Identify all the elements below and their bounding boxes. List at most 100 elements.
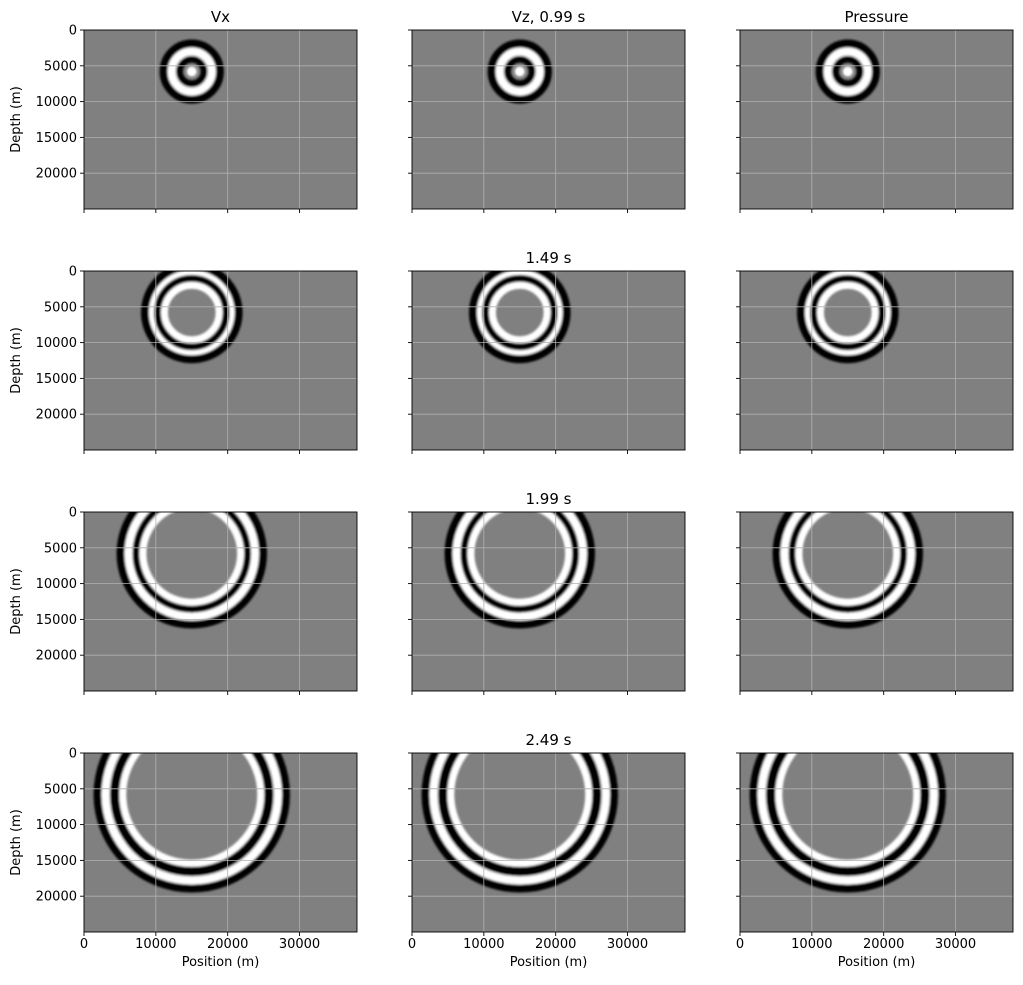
wavefront-light-band xyxy=(124,512,259,621)
panel-frame xyxy=(739,511,1014,692)
wavefront-light-band xyxy=(816,281,879,344)
panel-pressure-1.49 xyxy=(736,270,1014,454)
panel-vx-0.99: 0 5000 10000 15000 20000 Depth (m) Vx xyxy=(9,8,358,213)
x-tick-label: 30000 xyxy=(935,937,976,952)
y-tick-label: 5000 xyxy=(44,59,77,74)
wavefront-dark-band xyxy=(772,512,923,629)
y-axis-label: Depth (m) xyxy=(9,327,24,394)
panel-vz-1.99: 1.99 s xyxy=(408,490,686,695)
wavefront-light-band xyxy=(167,47,216,96)
wavefield xyxy=(487,39,552,104)
x-tick-label: 30000 xyxy=(607,937,648,952)
source-point xyxy=(842,66,853,77)
y-tick-label: 5000 xyxy=(44,300,77,315)
wavefront-dark-band xyxy=(788,512,908,613)
x-tick-label: 10000 xyxy=(135,937,176,952)
x-axis-label: Position (m) xyxy=(838,955,916,970)
y-axis-label: Depth (m) xyxy=(9,809,24,876)
wavefront-dark-band xyxy=(809,274,886,351)
panel-vx-1.49: 0 5000 10000 15000 20000 Depth (m) xyxy=(9,265,358,454)
wavefront-inner-band xyxy=(504,56,536,87)
panel-frame xyxy=(83,29,358,210)
x-axis-label: Position (m) xyxy=(182,955,260,970)
panel-frame xyxy=(739,29,1014,210)
wavefront-dark-band xyxy=(116,512,267,629)
wavefront-light-band xyxy=(476,271,563,356)
wavefront-dark-band xyxy=(487,39,552,104)
panel-frame xyxy=(83,270,358,451)
wavefield xyxy=(796,271,899,364)
wavefield xyxy=(140,271,243,364)
y-tick-label: 0 xyxy=(69,265,77,280)
wavefront-dark-band xyxy=(132,512,252,613)
x-axis-label: Position (m) xyxy=(510,955,588,970)
panel-title: Pressure xyxy=(844,8,908,26)
wavefront-light-band xyxy=(795,512,901,606)
wavefront-dark-band xyxy=(749,753,946,893)
wavefront-dark-band xyxy=(440,753,600,874)
panel-vz-1.49: 1.49 s xyxy=(408,249,686,454)
wavefront-dark-band xyxy=(140,271,243,364)
panel-pressure-1.99 xyxy=(736,511,1014,695)
y-tick-label: 5000 xyxy=(44,541,77,556)
wavefront-dark-band xyxy=(112,753,272,874)
wavefield xyxy=(421,753,618,893)
panel-frame xyxy=(411,270,686,451)
wavefront-light-band xyxy=(804,271,891,356)
wavefield xyxy=(468,271,571,364)
wavefield xyxy=(116,512,267,629)
wavefront-dark-band xyxy=(444,512,595,629)
y-tick-label: 15000 xyxy=(36,372,77,387)
x-tick-label: 0 xyxy=(736,937,744,952)
wavefront-light-band xyxy=(452,512,587,621)
source-point xyxy=(186,66,197,77)
panel-background xyxy=(740,30,1013,209)
wavefield xyxy=(815,39,880,104)
wavefront-light-band xyxy=(488,281,551,344)
x-tick-label: 10000 xyxy=(463,937,504,952)
x-tick-label: 10000 xyxy=(791,937,832,952)
wavefront-light-band xyxy=(780,512,915,621)
panel-pressure-2.49: 0 10000 20000 30000 Position (m) xyxy=(736,752,1014,970)
panel-frame xyxy=(83,752,358,933)
wavefront-dark-band xyxy=(815,39,880,104)
panel-title: Vz, 0.99 s xyxy=(512,8,586,26)
panel-vz-2.49: 0 10000 20000 30000 Position (m) 2.49 s xyxy=(408,731,686,970)
wavefront-light-band xyxy=(101,753,282,885)
x-tick-label: 20000 xyxy=(863,937,904,952)
wavefront-light-band xyxy=(467,512,573,606)
wavefront-dark-band xyxy=(93,753,290,893)
y-tick-label: 10000 xyxy=(36,577,77,592)
wavefront-dark-band xyxy=(481,274,558,351)
y-tick-label: 20000 xyxy=(36,890,77,905)
wavefront-dark-band xyxy=(153,274,230,351)
wavefield xyxy=(93,753,290,893)
source-point xyxy=(514,66,525,77)
panel-title: Vx xyxy=(211,8,230,26)
wavefront-dark-band xyxy=(159,39,224,104)
wavefront-light-band xyxy=(429,753,610,885)
panel-vx-1.99: 0 5000 10000 15000 20000 Depth (m) xyxy=(9,506,358,695)
panel-vx-2.49: 0 10000 20000 30000 0 5000 10000 15000 20000 Posi… xyxy=(9,747,358,970)
wavefront-light-band xyxy=(119,753,265,867)
wavefront-light-band xyxy=(757,753,938,885)
panel-vz-0.99: Vz, 0.99 s xyxy=(408,8,686,213)
wavefront-dark-band xyxy=(468,271,571,364)
wavefront-light-band xyxy=(495,47,544,96)
wavefront-light-band xyxy=(823,47,872,96)
panel-frame xyxy=(739,752,1014,933)
panel-frame xyxy=(411,511,686,692)
wavefront-dark-band xyxy=(796,271,899,364)
panel-title: 1.49 s xyxy=(526,249,572,267)
panel-frame xyxy=(411,29,686,210)
x-tick-label: 20000 xyxy=(535,937,576,952)
y-axis-label: Depth (m) xyxy=(9,568,24,635)
x-tick-label: 30000 xyxy=(279,937,320,952)
wavefront-light-band xyxy=(775,753,921,867)
y-axis-label: Depth (m) xyxy=(9,86,24,153)
wavefront-dark-band xyxy=(421,753,618,893)
wavefront-dark-band xyxy=(768,753,928,874)
x-tick-label: 0 xyxy=(80,937,88,952)
wavefield xyxy=(159,39,224,104)
